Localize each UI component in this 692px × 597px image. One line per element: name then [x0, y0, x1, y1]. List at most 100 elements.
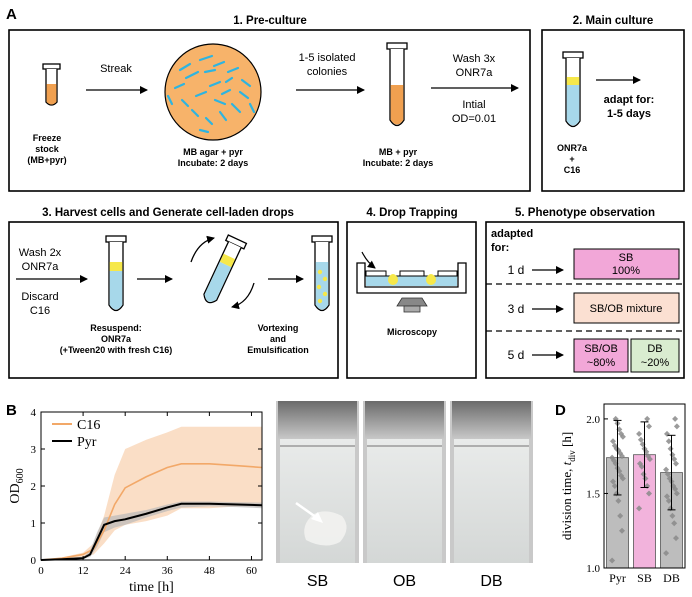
data-point-sb — [640, 471, 647, 478]
drop-trapping-box — [346, 221, 477, 379]
wash-2x-line-2: ONR7a — [22, 261, 60, 273]
panel-letter-a: A — [6, 6, 17, 23]
data-point-pyr — [618, 472, 625, 479]
data-point-db — [669, 451, 676, 458]
data-point-pyr — [617, 512, 624, 519]
data-point-sb — [636, 430, 643, 437]
data-point-db — [667, 445, 674, 452]
data-point-sb — [642, 475, 649, 482]
adapt-for-line-1: adapt for: — [604, 94, 655, 106]
plate-label-line-2: Incubate: 2 days — [178, 158, 249, 168]
isolated-colonies-line-1: 1-5 isolated — [299, 52, 356, 64]
colony-streak — [240, 78, 252, 88]
data-point-db — [673, 535, 679, 542]
sb-box-line-1: SB — [619, 252, 634, 264]
data-point-db — [672, 415, 679, 422]
data-point-sb — [636, 505, 643, 512]
adapt-for-line-2: 1-5 days — [607, 108, 651, 120]
adapted-for-line-2: for: — [491, 242, 509, 254]
y-axis-label: OD600 — [8, 468, 26, 503]
sb-box — [573, 248, 680, 280]
colony-streak — [208, 80, 222, 88]
data-point-db — [673, 423, 680, 430]
initial-od-line-1: Intial — [462, 99, 485, 111]
legend-label-pyr: Pyr — [77, 435, 97, 450]
division-time-chart: Pyr SB DB 1.0 1.5 2.0 division time, tdiv [h] — [559, 403, 686, 585]
colony-streak — [203, 68, 217, 74]
sbob-box — [573, 338, 629, 373]
rotate-arrow-bottom — [231, 282, 255, 310]
freeze-stock-tube — [42, 63, 61, 106]
wash-3x-line-2: ONR7a — [456, 67, 494, 79]
resuspend-tube — [105, 235, 127, 312]
data-point-pyr — [610, 478, 616, 485]
sbob-box-line-1: SB/OB — [584, 343, 618, 355]
drop-trapping-title: 4. Drop Trapping — [366, 207, 457, 219]
colony-streak — [220, 88, 232, 96]
harvest-box — [8, 221, 339, 379]
colony-streak — [230, 102, 242, 114]
line-c16 — [40, 463, 263, 561]
colony-streak — [184, 70, 200, 80]
colony-streak — [218, 110, 228, 122]
y-tick-label: 1.5 — [586, 488, 600, 500]
preculture-box — [8, 29, 531, 192]
vial-rim — [452, 401, 531, 439]
colony-streak — [238, 90, 250, 100]
data-point-pyr — [615, 497, 622, 504]
rotate-arrow-top — [190, 235, 215, 263]
tube-label-line-2: Incubate: 2 days — [363, 158, 434, 168]
plot-frame — [603, 403, 686, 569]
data-point-sb — [646, 423, 652, 430]
colony-streak — [180, 98, 190, 108]
microscopy-label: Microscopy — [387, 327, 437, 337]
data-point-db — [669, 512, 676, 519]
colony-streak — [226, 66, 240, 74]
sb-box-line-2: 100% — [612, 265, 640, 277]
colony-streak — [213, 98, 227, 106]
isolated-colonies-line-2: colonies — [307, 66, 348, 78]
data-point-sb — [637, 460, 643, 467]
white-arrow-head — [311, 512, 323, 523]
x-tick-label: 12 — [78, 565, 89, 577]
plate-label-line-1: MB agar + pyr — [183, 147, 243, 157]
wash-2x-line-1: Wash 2x — [19, 247, 62, 259]
panel-letter-d: D — [555, 402, 566, 419]
data-point-pyr — [619, 527, 625, 534]
freeze-stock-line-3: (MB+pyr) — [27, 155, 66, 165]
agar-plate — [164, 43, 262, 141]
vial-photo-db: DB — [450, 401, 533, 590]
y-tick-label: 1 — [31, 518, 37, 530]
vortexing-line-1: Vortexing — [258, 323, 299, 333]
data-point-sb — [646, 490, 652, 497]
y-tick-label: 0 — [31, 555, 37, 567]
data-point-db — [663, 550, 670, 557]
vial-rim — [365, 401, 444, 439]
main-culture-box — [541, 29, 685, 192]
x-tick-label: 24 — [120, 565, 132, 577]
band-pyr — [41, 501, 262, 560]
day-label-5: 5 d — [508, 348, 525, 362]
vial-rim — [278, 401, 357, 439]
data-point-db — [671, 520, 678, 527]
colony-streak — [178, 62, 192, 72]
wash-3x-line-1: Wash 3x — [453, 53, 496, 65]
colony-streak — [194, 90, 208, 98]
y-tick-label: 1.0 — [586, 563, 600, 575]
freeze-stock-line-2: stock — [35, 144, 60, 154]
day-label-3: 3 d — [508, 302, 525, 316]
x-tick-label: 48 — [204, 565, 216, 577]
y-axis-label: division time, tdiv [h] — [559, 432, 577, 540]
data-point-db — [673, 460, 679, 467]
vortexing-line-2: and — [270, 334, 286, 344]
colony-streak — [198, 54, 214, 62]
data-point-db — [664, 471, 671, 478]
panel-letter-b: B — [6, 402, 17, 419]
tilted-tube — [203, 234, 248, 304]
colony-streak — [248, 102, 256, 114]
tube-label-line-1: MB + pyr — [379, 147, 418, 157]
colony-streak — [224, 76, 234, 84]
discard-line-1: Discard — [21, 291, 58, 303]
colony-streak — [212, 60, 226, 68]
